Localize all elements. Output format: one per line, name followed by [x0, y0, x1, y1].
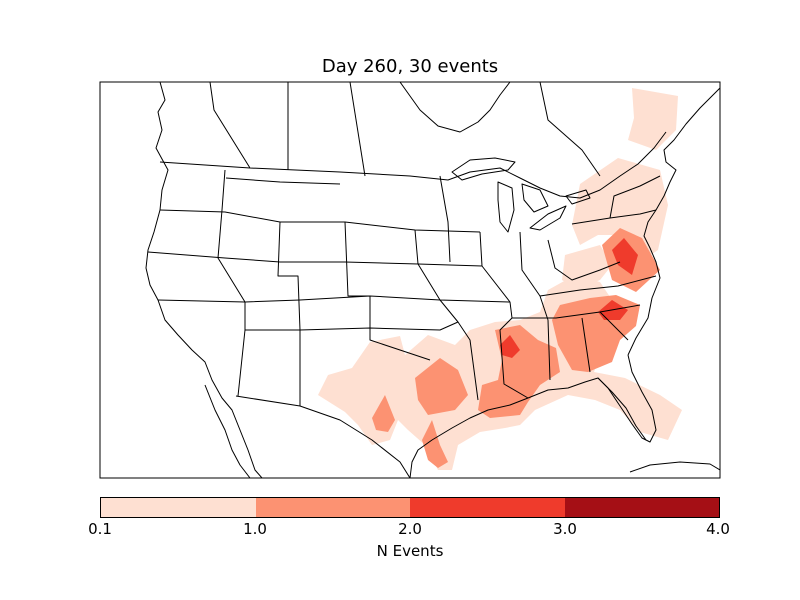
density-region — [628, 88, 678, 150]
lake-superior — [451, 157, 516, 181]
colorbar-segment — [410, 498, 565, 517]
density-region — [478, 325, 560, 418]
colorbar-segment — [564, 498, 719, 517]
colorbar-label: N Events — [376, 542, 444, 560]
state-line — [225, 177, 341, 185]
state-line — [539, 275, 657, 297]
colorbar — [100, 497, 720, 518]
state-line — [235, 330, 301, 407]
province-line — [209, 82, 251, 169]
state-line — [581, 317, 591, 373]
province-line — [349, 82, 366, 177]
density-region — [422, 420, 448, 468]
atlantic-coastline — [627, 87, 720, 356]
state-line — [439, 175, 451, 263]
density-region — [372, 395, 395, 432]
map-frame — [99, 81, 721, 479]
density-region — [612, 238, 638, 275]
us-canada-border — [159, 131, 667, 199]
state-line — [299, 405, 411, 478]
state-line — [547, 239, 621, 281]
state-line — [157, 295, 511, 303]
state-line — [571, 209, 657, 225]
colorbar-tick-label: 2.0 — [398, 520, 422, 538]
gulf-coastline — [409, 354, 657, 478]
baja-coastline — [204, 384, 251, 478]
state-line — [599, 311, 629, 341]
state-line — [159, 209, 481, 233]
province-line — [539, 82, 601, 177]
state-line — [499, 329, 529, 399]
state-line — [277, 221, 301, 331]
colorbar-tick-label: 0.1 — [88, 520, 112, 538]
state-line — [479, 231, 513, 331]
colorbar-segment — [101, 498, 256, 517]
pacific-coastline — [145, 82, 263, 478]
state-line — [245, 321, 459, 331]
colorbar-tick-label: 3.0 — [553, 520, 577, 538]
density-region — [500, 335, 520, 358]
state-line — [519, 231, 549, 321]
state-line — [344, 221, 431, 361]
state-line — [609, 175, 661, 219]
state-line — [512, 304, 641, 319]
state-line — [147, 251, 483, 267]
state-line — [414, 229, 479, 401]
cuba-coastline — [629, 461, 720, 473]
hudson-bay-coast — [399, 82, 511, 133]
lake-ontario — [565, 189, 591, 205]
map-boundaries — [145, 82, 720, 478]
figure-title: Day 260, 30 events — [321, 56, 499, 77]
event-density-layer — [318, 88, 682, 470]
state-line — [217, 169, 246, 397]
density-region — [415, 358, 468, 415]
lake-huron — [521, 183, 549, 213]
lake-erie — [529, 205, 567, 231]
florida-coast — [597, 377, 647, 441]
lake-michigan — [497, 181, 515, 233]
colorbar-segment — [255, 498, 410, 517]
colorbar-tick-label: 1.0 — [243, 520, 267, 538]
colorbar-tick-label: 4.0 — [706, 520, 730, 538]
state-line — [547, 319, 551, 381]
